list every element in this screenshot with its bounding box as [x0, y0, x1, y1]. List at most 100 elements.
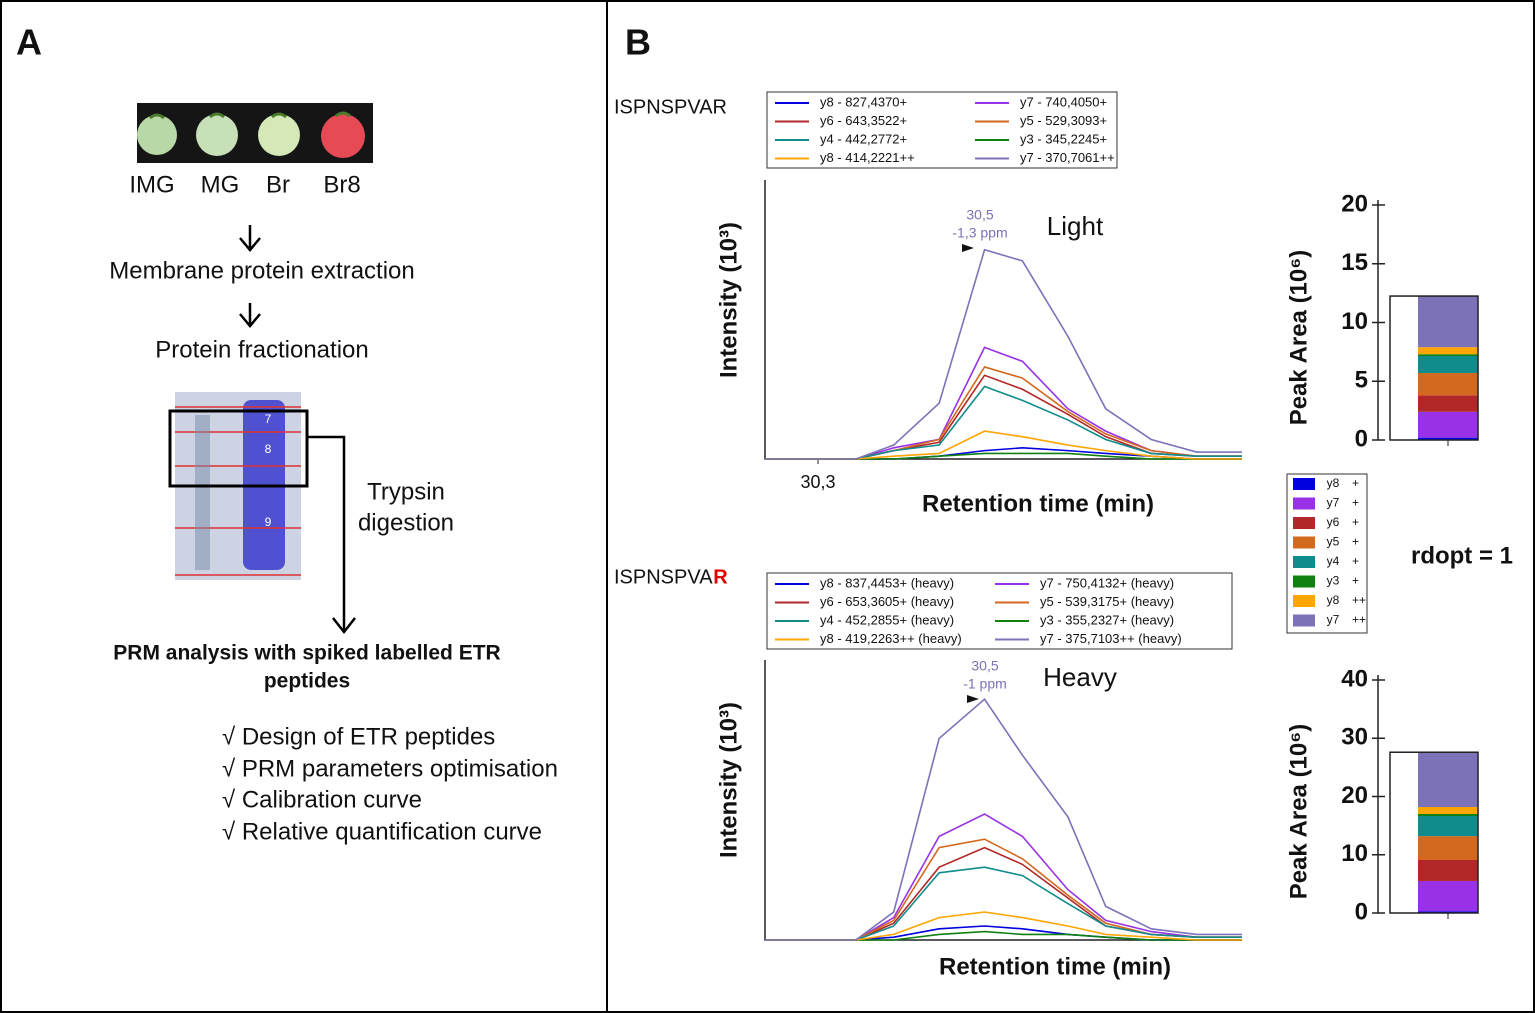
ion-name: y8 [1327, 593, 1340, 607]
y-axis-label: Peak Area (10⁶) [1285, 724, 1312, 900]
legend-label: y8 - 419,2263++ (heavy) [820, 631, 962, 646]
checklist-item: √ Relative quantification curve [222, 818, 542, 845]
ion-swatch [1293, 517, 1315, 529]
checklist-item: √ PRM parameters optimisation [222, 755, 558, 782]
bar-segment [1418, 411, 1478, 438]
legend-label: y4 - 452,2855+ (heavy) [820, 612, 954, 627]
bar-segment [1418, 354, 1478, 356]
ion-swatch [1293, 575, 1315, 588]
analysis-label: PRM analysis with spiked labelled ETR [113, 642, 500, 665]
y-tick-label: 20 [1341, 782, 1368, 809]
bar-segment [1418, 752, 1478, 807]
y-tick-label: 40 [1341, 665, 1368, 692]
legend-box [766, 91, 1118, 169]
digestion-label: digestion [358, 509, 454, 536]
ion-charge: ++ [1352, 613, 1366, 627]
chromatogram-line [765, 374, 1242, 460]
checklist-item: √ Design of ETR peptides [222, 723, 495, 750]
chromatogram-line [765, 385, 1242, 460]
x-axis-label: Retention time (min) [922, 490, 1154, 517]
axes [764, 180, 1242, 460]
step-label: Protein fractionation [155, 336, 368, 363]
x-tick-label: 30,3 [800, 472, 835, 492]
chromatogram-line [765, 866, 1242, 941]
lane-number: 9 [265, 515, 272, 529]
ion-swatch [1293, 536, 1315, 549]
channel-label: Heavy [1043, 662, 1117, 692]
stage-label: IMG [129, 171, 174, 198]
peak-ppm: -1,3 ppm [952, 225, 1007, 241]
y-tick-label: 20 [1341, 190, 1368, 217]
bar-segment [1418, 395, 1478, 412]
chromatogram-line [765, 911, 1242, 941]
y-tick-label: 5 [1355, 367, 1368, 394]
plot-frame [1389, 751, 1479, 914]
analysis-label: peptides [264, 670, 350, 693]
legend-label: y3 - 345,2245+ [1020, 131, 1107, 146]
legend-label: y8 - 837,4453+ (heavy) [820, 575, 954, 590]
y-axis-label: Peak Area (10⁶) [1285, 250, 1312, 426]
fruit-photo [137, 103, 373, 163]
ion-name: y4 [1327, 554, 1340, 568]
lane-number: 7 [265, 412, 272, 426]
ion-name: y7 [1327, 613, 1340, 627]
axes [764, 660, 1242, 941]
lane-number: 8 [265, 442, 272, 456]
peak-marker [962, 244, 974, 252]
channel-label: Light [1047, 211, 1104, 241]
bar-segment [1418, 859, 1478, 881]
ion-name: y7 [1327, 496, 1340, 510]
stage-label: Br8 [323, 171, 360, 198]
stage-label: Br [266, 171, 290, 198]
peak-rt: 30,5 [971, 658, 998, 674]
chromatogram-line [765, 248, 1242, 460]
ion-charge: ++ [1352, 593, 1366, 607]
ion-name: y8 [1327, 476, 1340, 490]
ion-name: y6 [1327, 515, 1340, 529]
bar-segment [1418, 836, 1478, 860]
x-axis-label: Retention time (min) [939, 953, 1171, 980]
y-tick-label: 0 [1355, 425, 1368, 452]
chromatogram-line [765, 846, 1242, 941]
ion-charge: + [1352, 515, 1359, 529]
legend-label: y4 - 442,2772+ [820, 131, 907, 146]
ion-charge: + [1352, 554, 1359, 568]
chromatogram-line [765, 430, 1242, 460]
bar-segment [1418, 911, 1478, 913]
legend-label: y7 - 740,4050+ [1020, 94, 1107, 109]
stage-label: MG [201, 171, 240, 198]
ratio-label: rdopt = 1 [1411, 542, 1513, 569]
step-label: Membrane protein extraction [109, 257, 414, 284]
peptide-label-suffix: R [713, 566, 728, 588]
peptide-label: ISPNSPVAR [614, 96, 727, 118]
peak-ppm: -1 ppm [963, 676, 1007, 692]
legend-label: y5 - 529,3093+ [1020, 113, 1107, 128]
legend-label: y3 - 355,2327+ (heavy) [1040, 612, 1174, 627]
ion-name: y5 [1327, 535, 1340, 549]
ion-charge: + [1352, 535, 1359, 549]
checklist-item: √ Calibration curve [222, 786, 422, 813]
legend-label: y6 - 653,3605+ (heavy) [820, 594, 954, 609]
y-tick-label: 10 [1341, 308, 1368, 335]
bar-segment [1418, 880, 1478, 912]
ion-charge: + [1352, 476, 1359, 490]
bar-segment [1418, 813, 1478, 817]
chromatogram-line [765, 930, 1242, 941]
y-tick-label: 10 [1341, 840, 1368, 867]
chromatogram-line [765, 813, 1242, 941]
ion-swatch [1293, 497, 1315, 510]
ion-charge: + [1352, 496, 1359, 510]
ion-charge: + [1352, 574, 1359, 588]
bar-segment [1418, 347, 1478, 355]
chromatogram-line [765, 452, 1242, 460]
peptide-label: ISPNSPVA [614, 566, 713, 588]
legend-label: y7 - 375,7103++ (heavy) [1040, 631, 1182, 646]
chromatogram-line [765, 698, 1242, 941]
bar-segment [1418, 373, 1478, 396]
chromatogram-line [765, 346, 1242, 460]
legend-label: y6 - 643,3522+ [820, 113, 907, 128]
y-axis-label: Intensity (10³) [715, 222, 742, 378]
y-tick-label: 0 [1355, 898, 1368, 925]
ion-swatch [1293, 478, 1315, 490]
